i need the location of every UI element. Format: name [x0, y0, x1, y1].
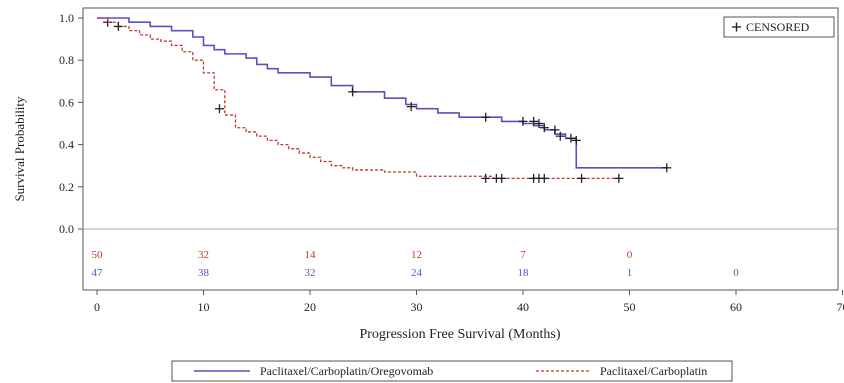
y-tick-label-4: 0.8 [59, 53, 74, 67]
censored-legend-box [723, 16, 835, 38]
censor-mark-1-9 [614, 173, 624, 183]
x-tick-label-6: 60 [730, 300, 742, 314]
censor-mark-0-3 [481, 112, 491, 122]
x-tick-label-3: 30 [411, 300, 423, 314]
x-tick-label-2: 20 [304, 300, 316, 314]
y-tick-label-2: 0.4 [59, 138, 74, 152]
censor-mark-0-11 [571, 135, 581, 145]
risk-value-0-3: 12 [411, 249, 422, 261]
series-legend-box [171, 360, 733, 382]
censor-mark-0-6 [534, 119, 544, 128]
y-axis-title: Survival Probability [12, 96, 27, 202]
censor-mark-0-9 [555, 131, 565, 141]
y-axis: 0.0 0.2 0.4 0.6 0.8 1.0 [59, 11, 83, 236]
plot-frame [82, 7, 839, 291]
censor-mark-0-8 [550, 125, 560, 135]
series-legend: Paclitaxel/Carboplatin/Oregovomab Paclit… [171, 360, 733, 382]
legend-label-control: Paclitaxel/Carboplatin [600, 364, 707, 378]
censor-mark-0-7 [539, 123, 549, 133]
censor-mark-1-7 [539, 173, 549, 183]
series-line-1 [97, 17, 619, 180]
censor-mark-0-2 [406, 102, 416, 112]
y-tick-label-5: 1.0 [59, 11, 74, 25]
x-tick-label-4: 40 [517, 300, 529, 314]
risk-value-0-5: 0 [627, 249, 633, 261]
censor-mark-1-0 [113, 21, 123, 31]
risk-value-0-2: 14 [305, 249, 317, 261]
y-tick-label-1: 0.2 [59, 180, 74, 194]
censor-mark-1-4 [497, 173, 507, 183]
censor-mark-0-4 [518, 116, 528, 126]
y-tick-label-3: 0.6 [59, 95, 74, 109]
x-axis-title: Progression Free Survival (Months) [359, 327, 560, 342]
risk-value-1-0: 47 [92, 267, 104, 279]
censor-mark-1-1 [214, 104, 224, 114]
censor-mark-1-2 [481, 173, 491, 183]
legend-label-oregovomab: Paclitaxel/Carboplatin/Oregovomab [260, 364, 433, 378]
risk-value-1-2: 32 [305, 267, 316, 279]
censored-legend: CENSORED [723, 16, 835, 38]
censor-mark-0-1 [348, 87, 358, 97]
risk-table: 50 32 14 12 7 0 47 38 32 24 18 1 0 [92, 249, 740, 279]
censor-mark-1-8 [577, 173, 587, 183]
x-tick-label-0: 0 [94, 300, 100, 314]
risk-value-1-6: 0 [733, 267, 739, 279]
censor-mark-0-10 [566, 133, 576, 143]
y-tick-label-0: 0.0 [59, 222, 74, 236]
series-line-0 [97, 17, 667, 169]
x-tick-label-5: 50 [624, 300, 636, 314]
risk-value-1-1: 38 [198, 267, 210, 279]
risk-value-0-0: 50 [92, 249, 104, 261]
risk-value-1-3: 24 [411, 267, 423, 279]
risk-value-1-5: 1 [627, 267, 633, 279]
censor-mark-0-5 [529, 116, 539, 126]
risk-value-1-4: 18 [518, 267, 530, 279]
series-layer [97, 17, 672, 183]
risk-value-0-1: 32 [198, 249, 209, 261]
risk-value-0-4: 7 [520, 249, 526, 261]
censored-legend-label: CENSORED [746, 20, 810, 34]
censor-mark-0-12 [662, 163, 672, 173]
x-tick-label-1: 10 [198, 300, 210, 314]
x-tick-label-7: 70 [837, 300, 844, 314]
x-axis: 0 10 20 30 40 50 60 70 [94, 290, 844, 314]
